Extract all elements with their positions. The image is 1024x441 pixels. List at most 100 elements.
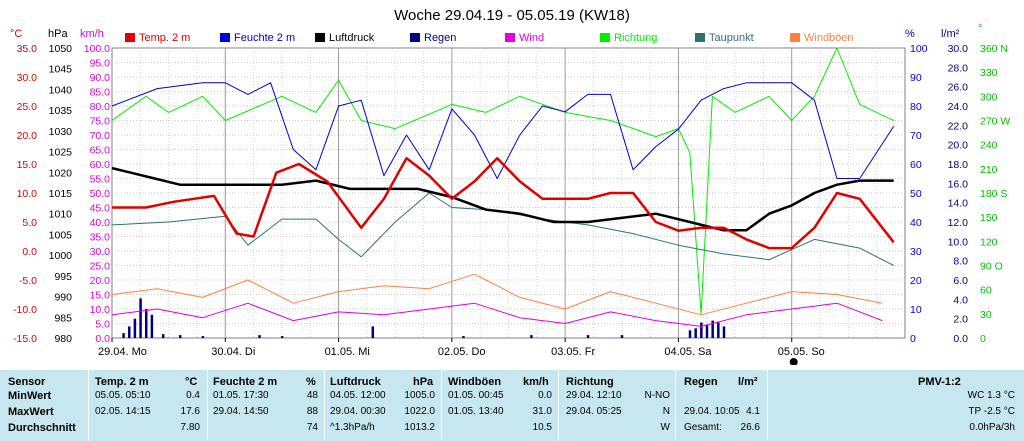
tick-label-pressure: 1025 bbox=[49, 147, 73, 159]
x-tick-label: 03.05. Fr bbox=[551, 346, 595, 358]
max-gusts-value: 31.0 bbox=[532, 406, 552, 417]
min-gusts-time: 01.05. 00:45 bbox=[448, 390, 504, 401]
series-line-temp-2-m bbox=[112, 156, 895, 250]
tick-label-pressure: 1040 bbox=[49, 84, 73, 96]
header-gusts: Windböen bbox=[448, 376, 502, 388]
tick-label-rain: 16.0 bbox=[948, 178, 969, 190]
tick-label-rain: 30.0 bbox=[948, 43, 969, 55]
tick-label-direction: 90 O bbox=[980, 261, 1003, 273]
header-pressure-unit: hPa bbox=[413, 376, 434, 388]
legend-swatch bbox=[790, 33, 800, 42]
rain-bar bbox=[258, 335, 261, 338]
tick-label-wind_kmh: 60.0 bbox=[90, 159, 111, 171]
rain-total-label: Gesamt: bbox=[684, 422, 722, 433]
tick-label-wind_kmh: 80.0 bbox=[90, 101, 111, 113]
min-humidity-time: 01.05. 17:30 bbox=[213, 390, 269, 401]
tick-label-wind_kmh: 85.0 bbox=[90, 87, 111, 99]
tick-label-wind_kmh: 15.0 bbox=[90, 290, 111, 302]
tick-label-rain: 6.0 bbox=[953, 275, 968, 287]
tick-label-rain: 10.0 bbox=[948, 236, 969, 248]
header-humidity-unit: % bbox=[306, 376, 316, 388]
min-humidity-value: 48 bbox=[306, 390, 318, 401]
tick-label-temp: -5.0 bbox=[19, 275, 37, 287]
max-rain-time: 29.04. 10:05 bbox=[684, 406, 740, 417]
unit-temp: °C bbox=[10, 28, 22, 40]
rain-bar bbox=[178, 335, 182, 338]
tick-label-temp: 25.0 bbox=[17, 101, 38, 113]
min-gusts-value: 0.0 bbox=[538, 390, 552, 401]
tick-label-direction: 150 bbox=[980, 212, 998, 224]
row-label-max: MaxWert bbox=[8, 406, 54, 418]
header-rain: Regen bbox=[684, 376, 718, 388]
tick-label-direction: 0 bbox=[980, 333, 986, 345]
avg-direction-value: W bbox=[660, 422, 670, 433]
rain-bar bbox=[201, 336, 205, 338]
rain-bar bbox=[462, 336, 465, 338]
max-gusts-time: 01.05. 13:40 bbox=[448, 406, 504, 417]
rain-bar bbox=[722, 326, 726, 338]
tick-label-wind_kmh: 25.0 bbox=[90, 261, 111, 273]
tick-label-wind_kmh: 5.0 bbox=[95, 319, 110, 331]
now-marker bbox=[789, 358, 798, 365]
x-tick-label: 30.04. Di bbox=[211, 346, 255, 358]
tick-label-pressure: 1005 bbox=[49, 229, 73, 241]
tick-label-temp: 20.0 bbox=[17, 130, 38, 142]
header-rain-unit: l/m² bbox=[738, 376, 758, 388]
min-temp-value: 0.4 bbox=[186, 390, 200, 401]
tick-label-wind_kmh: 55.0 bbox=[90, 174, 111, 186]
max-humidity-value: 88 bbox=[306, 406, 318, 417]
pmv-tp: TP -2.5 °C bbox=[968, 406, 1015, 417]
legend-label: Regen bbox=[424, 32, 456, 44]
avg-humidity-value: 74 bbox=[306, 422, 318, 433]
tick-label-rain: 28.0 bbox=[948, 62, 969, 74]
rain-total-value: 26.6 bbox=[740, 422, 760, 433]
min-direction-time: 29.04. 12:10 bbox=[566, 390, 622, 401]
header-pressure: Luftdruck bbox=[330, 376, 381, 388]
tick-label-temp: 0.0 bbox=[22, 246, 37, 258]
rain-bar bbox=[700, 322, 703, 338]
max-temp-value: 17.6 bbox=[180, 406, 200, 417]
header-gusts-unit: km/h bbox=[523, 376, 549, 388]
legend-label: Temp. 2 m bbox=[139, 32, 190, 44]
tick-label-pressure: 1035 bbox=[49, 105, 73, 117]
legend-label: Richtung bbox=[614, 32, 657, 44]
tick-label-rain: 20.0 bbox=[948, 140, 969, 152]
pmv-wc: WC 1.3 °C bbox=[967, 390, 1015, 401]
tick-label-pressure: 1030 bbox=[49, 126, 73, 138]
tick-label-pressure: 1015 bbox=[49, 188, 73, 200]
tick-label-humidity: 100 bbox=[910, 43, 928, 55]
max-pressure-value: 1022.0 bbox=[404, 406, 435, 417]
tick-label-direction: 300 bbox=[980, 91, 998, 103]
min-direction-value: N-NO bbox=[644, 390, 670, 401]
rain-bar bbox=[705, 324, 709, 338]
rain-bar bbox=[122, 333, 125, 338]
tick-label-temp: -15.0 bbox=[13, 333, 37, 345]
avg-gusts-value: 10.5 bbox=[532, 422, 552, 433]
tick-label-humidity: 90 bbox=[910, 72, 922, 84]
header-temp-unit: °C bbox=[185, 376, 198, 388]
tick-label-pressure: 1010 bbox=[49, 209, 73, 221]
tick-label-rain: 8.0 bbox=[953, 256, 968, 268]
tick-label-direction: 210 bbox=[980, 164, 998, 176]
tick-label-humidity: 10 bbox=[910, 304, 922, 316]
tick-label-wind_kmh: 100.0 bbox=[84, 43, 110, 55]
rain-bar bbox=[688, 330, 692, 338]
tick-label-wind_kmh: 50.0 bbox=[90, 188, 111, 200]
max-pressure-time: 29.04. 00:30 bbox=[330, 406, 386, 417]
tick-label-direction: 270 W bbox=[980, 116, 1010, 128]
tick-label-rain: 22.0 bbox=[948, 120, 969, 132]
weather-week-chart: Woche 29.04.19 - 05.05.19 (KW18) °C hPa … bbox=[10, 7, 1011, 365]
rain-bar bbox=[620, 335, 624, 338]
x-tick-label: 29.04. Mo bbox=[98, 346, 147, 358]
tick-label-pressure: 990 bbox=[54, 292, 72, 304]
header-humidity: Feuchte 2 m bbox=[213, 376, 278, 388]
legend-swatch bbox=[695, 33, 705, 42]
tick-label-wind_kmh: 40.0 bbox=[90, 217, 111, 229]
tick-label-wind_kmh: 75.0 bbox=[90, 116, 111, 128]
max-rain-value: 4.1 bbox=[746, 406, 760, 417]
series-line-wind bbox=[111, 302, 883, 327]
unit-pressure: hPa bbox=[48, 28, 68, 40]
rain-bar bbox=[586, 335, 590, 338]
rain-bar bbox=[530, 335, 533, 338]
pressure-trend: ^1.3hPa/h bbox=[330, 422, 375, 433]
